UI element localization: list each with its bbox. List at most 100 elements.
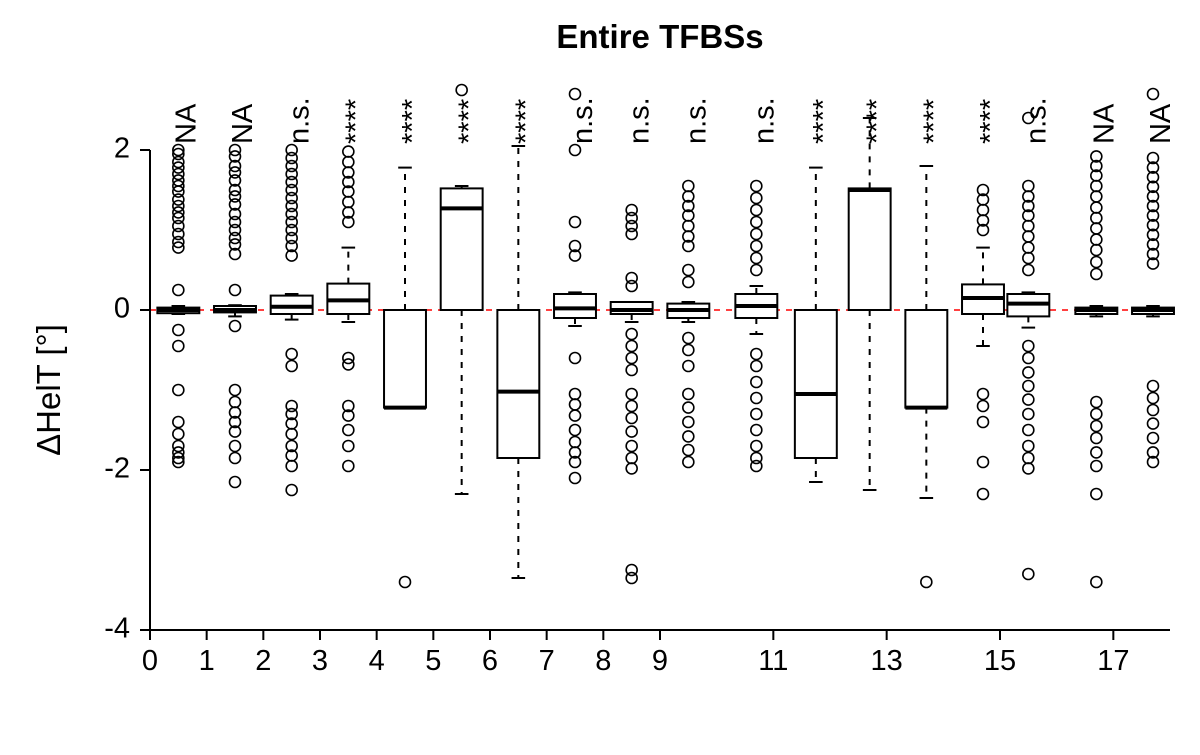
outlier-point — [626, 441, 637, 452]
outlier-point — [1023, 341, 1034, 352]
outlier-point — [570, 437, 581, 448]
x-tick-label: 3 — [312, 645, 328, 677]
outlier-point — [1091, 234, 1102, 245]
outlier-point — [1023, 441, 1034, 452]
outlier-point — [626, 463, 637, 474]
outlier-point — [626, 401, 637, 412]
box — [905, 310, 947, 408]
outlier-point — [343, 359, 354, 370]
outlier-point — [570, 389, 581, 400]
outlier-point — [626, 413, 637, 424]
box — [497, 310, 539, 458]
outlier-point — [1023, 231, 1034, 242]
box — [849, 188, 891, 310]
outlier-point — [1091, 213, 1102, 224]
outlier-point — [751, 361, 762, 372]
outlier-point — [1091, 433, 1102, 444]
outlier-point — [683, 417, 694, 428]
outlier-point — [1091, 181, 1102, 192]
significance-label: NA — [1145, 103, 1177, 144]
outlier-point — [978, 417, 989, 428]
x-tick-label: 13 — [871, 645, 903, 677]
y-axis-label: ΔHelT [°] — [30, 324, 67, 456]
outlier-point — [1148, 405, 1159, 416]
outlier-point — [173, 417, 184, 428]
outlier-point — [343, 425, 354, 436]
box — [384, 310, 426, 408]
outlier-point — [751, 241, 762, 252]
outlier-point — [1091, 461, 1102, 472]
outlier-point — [343, 461, 354, 472]
outlier-point — [286, 461, 297, 472]
outlier-point — [1023, 394, 1034, 405]
outlier-point — [683, 265, 694, 276]
significance-label: n.s. — [624, 97, 656, 144]
outlier-point — [1023, 253, 1034, 264]
outlier-point — [751, 229, 762, 240]
significance-label: NA — [1088, 103, 1120, 144]
significance-label: **** — [340, 99, 372, 144]
y-tick-label: -4 — [104, 613, 130, 645]
outlier-point — [1023, 409, 1034, 420]
outlier-point — [286, 349, 297, 360]
outlier-point — [683, 431, 694, 442]
outlier-point — [173, 341, 184, 352]
x-tick-label: 6 — [482, 645, 498, 677]
outlier-point — [570, 145, 581, 156]
outlier-point — [751, 441, 762, 452]
outlier-point — [1023, 181, 1034, 192]
outlier-point — [1023, 381, 1034, 392]
outlier-point — [978, 401, 989, 412]
outlier-point — [683, 277, 694, 288]
outlier-point — [751, 461, 762, 472]
outlier-point — [400, 577, 411, 588]
outlier-point — [683, 445, 694, 456]
outlier-point — [173, 429, 184, 440]
significance-label: n.s. — [1020, 97, 1052, 144]
outlier-point — [570, 217, 581, 228]
outlier-point — [230, 453, 241, 464]
outlier-point — [1091, 421, 1102, 432]
outlier-point — [751, 393, 762, 404]
significance-label: n.s. — [567, 97, 599, 144]
outlier-point — [1091, 223, 1102, 234]
x-tick-label: 1 — [199, 645, 215, 677]
outlier-point — [173, 194, 184, 205]
outlier-point — [751, 217, 762, 228]
outlier-point — [626, 273, 637, 284]
x-tick-label: 15 — [984, 645, 1016, 677]
outlier-point — [1091, 447, 1102, 458]
outlier-point — [173, 201, 184, 212]
y-tick-label: 0 — [114, 293, 130, 325]
outlier-point — [626, 389, 637, 400]
outlier-point — [683, 221, 694, 232]
boxplot-svg: -4-202012345678911131517ΔHelT [°]Entire … — [0, 0, 1200, 750]
x-tick-label: 11 — [758, 645, 788, 677]
x-tick-label: 0 — [142, 645, 158, 677]
outlier-point — [751, 265, 762, 276]
outlier-point — [1091, 397, 1102, 408]
outlier-point — [173, 441, 184, 452]
outlier-point — [751, 425, 762, 436]
outlier-point — [230, 397, 241, 408]
box — [795, 310, 837, 458]
outlier-point — [286, 429, 297, 440]
outlier-point — [173, 385, 184, 396]
outlier-point — [343, 353, 354, 364]
outlier-point — [1023, 463, 1034, 474]
outlier-point — [230, 285, 241, 296]
x-tick-label: 7 — [539, 645, 555, 677]
significance-label: n.s. — [680, 97, 712, 144]
significance-label: **** — [862, 99, 894, 144]
outlier-point — [230, 385, 241, 396]
outlier-point — [751, 377, 762, 388]
outlier-point — [1023, 569, 1034, 580]
x-tick-label: 4 — [369, 645, 385, 677]
significance-label: **** — [918, 99, 950, 144]
significance-label: n.s. — [284, 97, 316, 144]
outlier-point — [1091, 269, 1102, 280]
outlier-point — [1091, 409, 1102, 420]
outlier-point — [626, 353, 637, 364]
outlier-point — [343, 157, 354, 168]
outlier-point — [1023, 425, 1034, 436]
